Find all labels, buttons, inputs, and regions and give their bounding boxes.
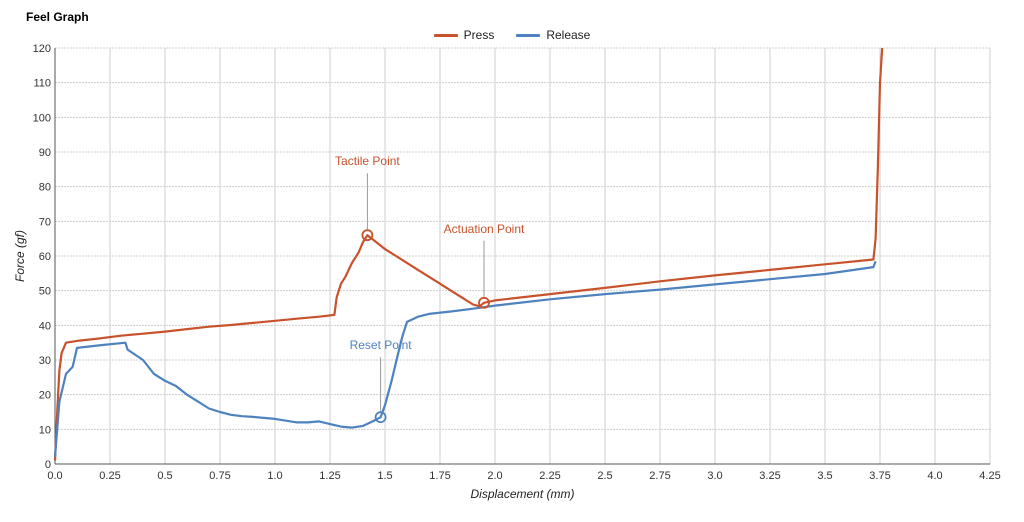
x-tick-label: 3.75 bbox=[869, 470, 890, 482]
x-tick-label: 0.0 bbox=[47, 470, 62, 482]
y-tick-label: 90 bbox=[39, 147, 51, 159]
x-tick-label: 2.25 bbox=[539, 470, 560, 482]
annotation-marker-actuation-point[interactable] bbox=[478, 296, 490, 309]
y-tick-label: 70 bbox=[39, 216, 51, 228]
chart-legend: Press Release bbox=[0, 28, 1024, 42]
x-tick-label: 2.0 bbox=[487, 470, 502, 482]
y-tick-label: 110 bbox=[33, 78, 51, 90]
y-tick-label: 10 bbox=[39, 424, 51, 436]
x-tick-label: 0.25 bbox=[99, 470, 120, 482]
annotation-label-actuation-point: Actuation Point bbox=[444, 222, 525, 236]
x-tick-label: 0.75 bbox=[209, 470, 230, 482]
y-axis-label: Force (gf) bbox=[13, 230, 27, 282]
series-line-press[interactable] bbox=[53, 47, 884, 461]
x-tick-label: 1.25 bbox=[319, 470, 340, 482]
x-tick-label: 3.0 bbox=[707, 470, 722, 482]
series-layer bbox=[53, 47, 884, 461]
y-tick-label: 60 bbox=[39, 251, 51, 263]
y-tick-label: 40 bbox=[39, 320, 51, 332]
legend-item-press[interactable]: Press bbox=[433, 28, 495, 42]
x-tick-label: 3.5 bbox=[817, 470, 832, 482]
x-tick-label: 3.25 bbox=[759, 470, 780, 482]
tick-layer: 0.0 0.25 0.5 0.75 1.0 1.25 1.5 1.75 2.0 2.25 2.5 2.… bbox=[33, 43, 1001, 482]
y-tick-label: 120 bbox=[33, 43, 51, 55]
x-axis-label: Displacement (mm) bbox=[470, 487, 574, 501]
annotation-label-tactile-point: Tactile Point bbox=[335, 154, 400, 168]
legend-item-release[interactable]: Release bbox=[516, 28, 590, 42]
x-tick-label: 2.5 bbox=[597, 470, 612, 482]
y-tick-label: 20 bbox=[39, 390, 51, 402]
legend-label-press: Press bbox=[463, 28, 495, 42]
y-tick-label: 0 bbox=[45, 459, 51, 471]
x-tick-label: 0.5 bbox=[157, 470, 172, 482]
y-tick-label: 30 bbox=[39, 355, 51, 367]
x-tick-label: 4.25 bbox=[979, 470, 1000, 482]
annotation-marker-reset-point[interactable] bbox=[374, 411, 387, 424]
annotation-layer: Tactile Point Actuation Point Reset Point bbox=[335, 154, 525, 424]
annotation-marker-tactile-point[interactable] bbox=[361, 229, 374, 242]
legend-label-release: Release bbox=[546, 28, 591, 42]
x-tick-label: 1.5 bbox=[377, 470, 392, 482]
x-tick-label: 2.75 bbox=[649, 470, 670, 482]
annotation-label-reset-point: Reset Point bbox=[350, 338, 413, 352]
x-tick-label: 4.0 bbox=[927, 470, 942, 482]
x-tick-label: 1.75 bbox=[429, 470, 450, 482]
y-tick-label: 100 bbox=[33, 112, 51, 124]
y-tick-label: 50 bbox=[39, 286, 51, 298]
series-line-release[interactable] bbox=[53, 260, 877, 458]
x-tick-label: 1.0 bbox=[267, 470, 282, 482]
chart-title: Feel Graph bbox=[26, 10, 89, 24]
grid-layer bbox=[54, 47, 991, 465]
y-tick-label: 80 bbox=[39, 182, 51, 194]
legend-swatch-release bbox=[516, 33, 541, 37]
legend-swatch-press bbox=[433, 33, 458, 37]
